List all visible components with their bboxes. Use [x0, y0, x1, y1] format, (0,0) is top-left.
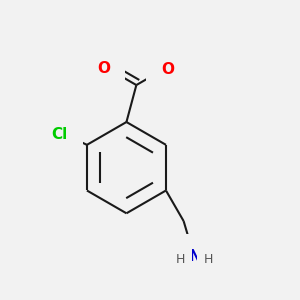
Text: O: O	[97, 61, 110, 76]
Text: H: H	[203, 253, 213, 266]
Text: O: O	[161, 62, 174, 77]
Text: H: H	[176, 253, 185, 266]
Text: Cl: Cl	[51, 127, 68, 142]
Text: N: N	[189, 249, 201, 264]
